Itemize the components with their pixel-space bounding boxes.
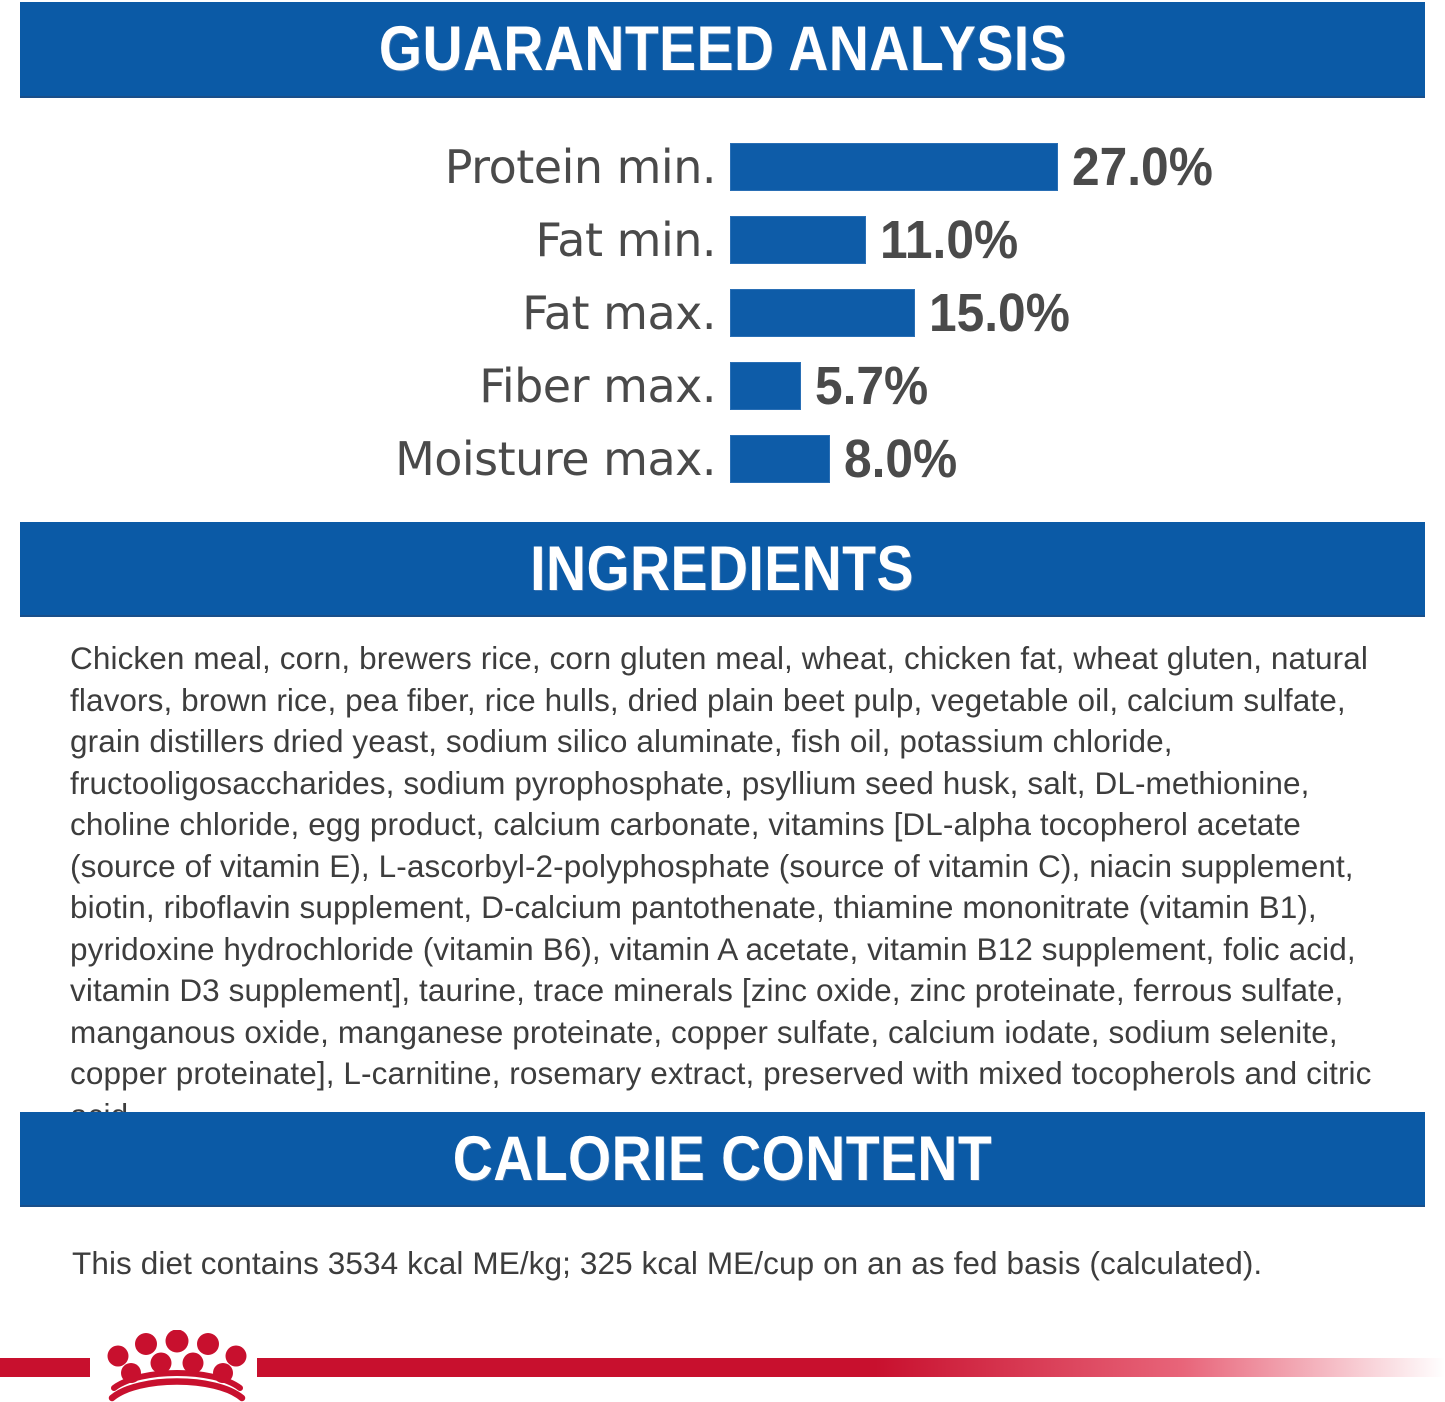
chart-row-fat-min: Fat min. 11.0%	[0, 203, 1445, 276]
chart-bar-group-protein-min: 27.0%	[730, 130, 1225, 203]
footer-rule-left	[0, 1358, 90, 1377]
footer-rule-right	[257, 1358, 1445, 1377]
chart-row-moisture-max: Moisture max. 8.0%	[0, 422, 1445, 495]
chart-value-fat-min: 11.0%	[880, 209, 1019, 270]
chart-label-fat-min: Fat min.	[535, 212, 717, 267]
chart-bar-group-fat-min: 11.0%	[730, 203, 1030, 276]
footer	[0, 1330, 1445, 1402]
chart-value-fiber-max: 5.7%	[815, 355, 929, 416]
chart-label-fat-max: Fat max.	[522, 285, 716, 340]
section-header-ingredients: INGREDIENTS	[20, 522, 1425, 617]
chart-value-moisture-max: 8.0%	[844, 428, 958, 489]
chart-bar-moisture-max	[730, 434, 830, 483]
chart-bar-group-moisture-max: 8.0%	[730, 422, 967, 495]
ingredients-body-text: Chicken meal, corn, brewers rice, corn g…	[70, 640, 1372, 1133]
guaranteed-analysis-chart: Protein min. 27.0% Fat min. 11.0% Fat ma…	[0, 130, 1445, 500]
section-title-calorie-content: CALORIE CONTENT	[452, 1123, 993, 1194]
section-title-guaranteed-analysis: GUARANTEED ANALYSIS	[378, 14, 1067, 84]
chart-row-fat-max: Fat max. 15.0%	[0, 276, 1445, 349]
chart-label-fiber-max: Fiber max.	[479, 358, 716, 413]
calorie-content-body-text: This diet contains 3534 kcal ME/kg; 325 …	[72, 1245, 1263, 1281]
chart-bar-group-fiber-max: 5.7%	[730, 349, 938, 422]
chart-row-protein-min: Protein min. 27.0%	[0, 130, 1445, 203]
chart-bar-fiber-max	[730, 361, 801, 410]
section-header-guaranteed-analysis: GUARANTEED ANALYSIS	[20, 2, 1425, 98]
chart-row-fiber-max: Fiber max. 5.7%	[0, 349, 1445, 422]
chart-bar-group-fat-max: 15.0%	[730, 276, 1082, 349]
royal-canin-crown-icon	[107, 1330, 247, 1402]
section-title-ingredients: INGREDIENTS	[530, 533, 915, 604]
section-header-calorie-content: CALORIE CONTENT	[20, 1112, 1425, 1207]
chart-value-protein-min: 27.0%	[1072, 136, 1213, 197]
chart-bar-fat-min	[730, 215, 866, 264]
chart-bar-protein-min	[730, 142, 1058, 191]
chart-label-protein-min: Protein min.	[444, 139, 717, 194]
chart-label-moisture-max: Moisture max.	[395, 431, 716, 486]
chart-bar-fat-max	[730, 288, 915, 337]
chart-value-fat-max: 15.0%	[929, 282, 1070, 343]
